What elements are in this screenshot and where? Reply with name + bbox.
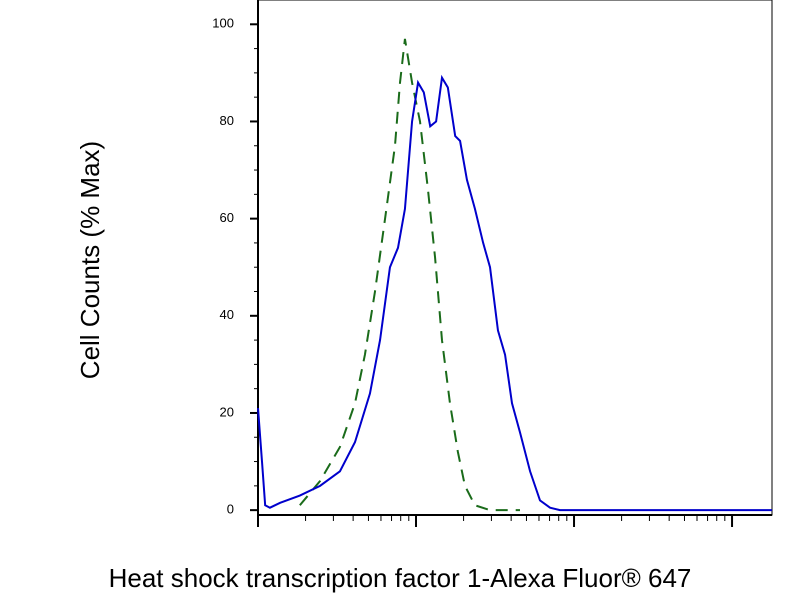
y-tick-label: 100 xyxy=(212,16,234,31)
y-tick-label: 40 xyxy=(220,307,234,322)
histogram-line xyxy=(257,74,772,512)
y-tick-label: 60 xyxy=(220,210,234,225)
y-axis-label: Cell Counts (% Max) xyxy=(75,141,105,379)
plot-frame xyxy=(257,0,773,516)
y-tick-label: 80 xyxy=(220,113,234,128)
y-tick-label: 20 xyxy=(220,404,234,419)
x-axis-label: Heat shock transcription factor 1-Alexa … xyxy=(109,563,692,593)
y-tick-label: 0 xyxy=(227,502,234,517)
histogram-line xyxy=(299,38,520,512)
